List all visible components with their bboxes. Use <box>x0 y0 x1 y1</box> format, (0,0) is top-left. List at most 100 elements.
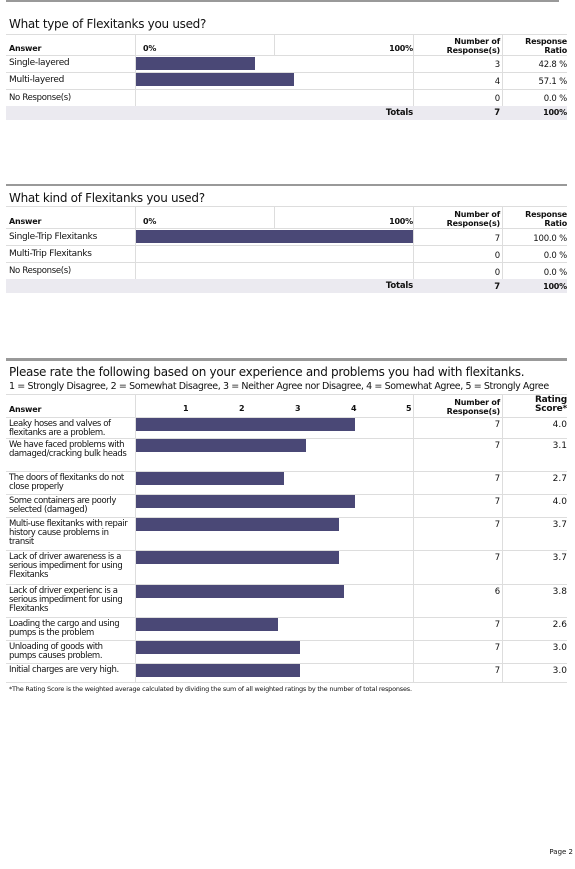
scale-max-label: 100% <box>389 44 413 53</box>
rating-bar <box>136 418 355 431</box>
column-header-ratio-line2: Ratio <box>544 219 567 228</box>
response-count: 7 <box>494 520 500 530</box>
row-divider <box>6 517 567 518</box>
response-count: 7 <box>494 643 500 653</box>
rating-score: 3.7 <box>552 520 567 530</box>
answer-label: No Response(s) <box>9 93 71 103</box>
rating-bar <box>136 664 301 677</box>
rating-score: 4.0 <box>552 420 567 430</box>
response-count: 7 <box>494 620 500 630</box>
divider <box>135 206 136 293</box>
answer-label: No Response(s) <box>9 266 71 276</box>
response-ratio: 100.0 % <box>533 234 567 244</box>
divider <box>135 34 136 120</box>
rating-bar <box>136 518 339 531</box>
response-bar <box>136 57 255 70</box>
section-rule <box>6 0 559 2</box>
column-header-ratio-line1: Response <box>525 210 567 219</box>
divider <box>6 72 567 73</box>
column-header-score-line1: Rating <box>534 395 567 405</box>
divider <box>6 262 567 263</box>
response-count: 0 <box>494 251 500 261</box>
row-divider <box>6 682 567 683</box>
statement-label: Initial charges are very high. <box>9 665 119 675</box>
column-header-count: Number of Response(s) <box>420 210 501 228</box>
response-count: 7 <box>494 666 500 676</box>
column-header-ratio-line2: Ratio <box>544 46 567 55</box>
rating-bar <box>136 472 284 485</box>
totals-label: Totals <box>385 281 413 291</box>
rating-bar <box>136 618 279 631</box>
statement-label: Leaky hoses and valves of flexitanks are… <box>9 419 111 438</box>
answer-label: Multi-layered <box>9 75 64 85</box>
response-ratio: 0.0 % <box>543 268 567 278</box>
divider <box>6 245 567 246</box>
statement-label: We have faced problems with damaged/crac… <box>9 440 127 459</box>
divider <box>413 206 414 293</box>
column-header-answer: Answer <box>9 44 42 53</box>
statement-label: Lack of driver experienc is a serious im… <box>9 586 123 614</box>
statement-label: Some containers are poorly selected (dam… <box>9 496 116 515</box>
rating-bar <box>136 641 301 654</box>
rating-bar <box>136 495 355 508</box>
question-2-title: What kind of Flexitanks you used? <box>9 191 205 205</box>
divider <box>413 34 414 120</box>
question-1-title: What type of Flexitanks you used? <box>9 17 207 31</box>
row-divider <box>6 550 567 551</box>
response-count: 0 <box>494 268 500 278</box>
divider <box>6 34 567 35</box>
response-count: 7 <box>494 497 500 507</box>
rating-score: 3.0 <box>552 643 567 653</box>
column-header-answer: Answer <box>9 217 42 226</box>
column-header-score: Rating Score* <box>505 396 567 414</box>
column-header-score-line2: Score* <box>534 404 567 414</box>
column-header-count: Number of Response(s) <box>420 398 501 416</box>
scale-max-label: 100% <box>389 217 413 226</box>
response-ratio: 57.1 % <box>538 77 567 87</box>
row-divider <box>6 584 567 585</box>
row-divider <box>6 417 567 418</box>
divider <box>6 89 567 90</box>
statement-label: Multi-use flexitanks with repair history… <box>9 519 128 547</box>
response-count: 7 <box>494 474 500 484</box>
divider <box>274 206 275 228</box>
rating-bar <box>136 551 339 564</box>
rating-bar <box>136 585 345 598</box>
response-bar <box>136 230 413 243</box>
response-ratio: 42.8 % <box>538 60 567 70</box>
scale-min-label: 0% <box>143 44 157 53</box>
divider <box>6 228 567 229</box>
scale-tick-label: 5 <box>406 404 412 413</box>
column-header-count-line1: Number of <box>454 210 500 219</box>
scale-tick-label: 3 <box>295 404 301 413</box>
question-3-title: Please rate the following based on your … <box>9 365 525 379</box>
row-divider <box>6 494 567 495</box>
column-header-count-line2: Response(s) <box>446 407 501 416</box>
totals-ratio: 100% <box>543 108 567 117</box>
row-divider <box>6 438 567 439</box>
response-count: 7 <box>494 553 500 563</box>
column-header-count-line2: Response(s) <box>446 219 501 228</box>
divider <box>413 394 414 682</box>
statement-label: The doors of flexitanks do not close pro… <box>9 473 124 492</box>
column-header-count: Number of Response(s) <box>420 37 501 55</box>
column-header-count-line1: Number of <box>454 37 500 46</box>
rating-score: 2.6 <box>552 620 567 630</box>
response-bar <box>136 73 295 86</box>
response-count: 4 <box>494 77 500 87</box>
section-rule <box>6 184 567 186</box>
rating-score: 3.0 <box>552 666 567 676</box>
column-header-ratio: Response Ratio <box>505 210 567 228</box>
response-count: 7 <box>494 420 500 430</box>
rating-score: 2.7 <box>552 474 567 484</box>
response-count: 3 <box>494 60 500 70</box>
answer-label: Single-Trip Flexitanks <box>9 232 97 242</box>
divider <box>6 55 567 56</box>
answer-label: Multi-Trip Flexitanks <box>9 249 92 259</box>
divider <box>274 34 275 55</box>
divider <box>502 206 503 293</box>
response-ratio: 0.0 % <box>543 251 567 261</box>
totals-label: Totals <box>385 108 413 118</box>
page-number: Page 2 <box>549 848 573 856</box>
divider <box>6 206 567 207</box>
